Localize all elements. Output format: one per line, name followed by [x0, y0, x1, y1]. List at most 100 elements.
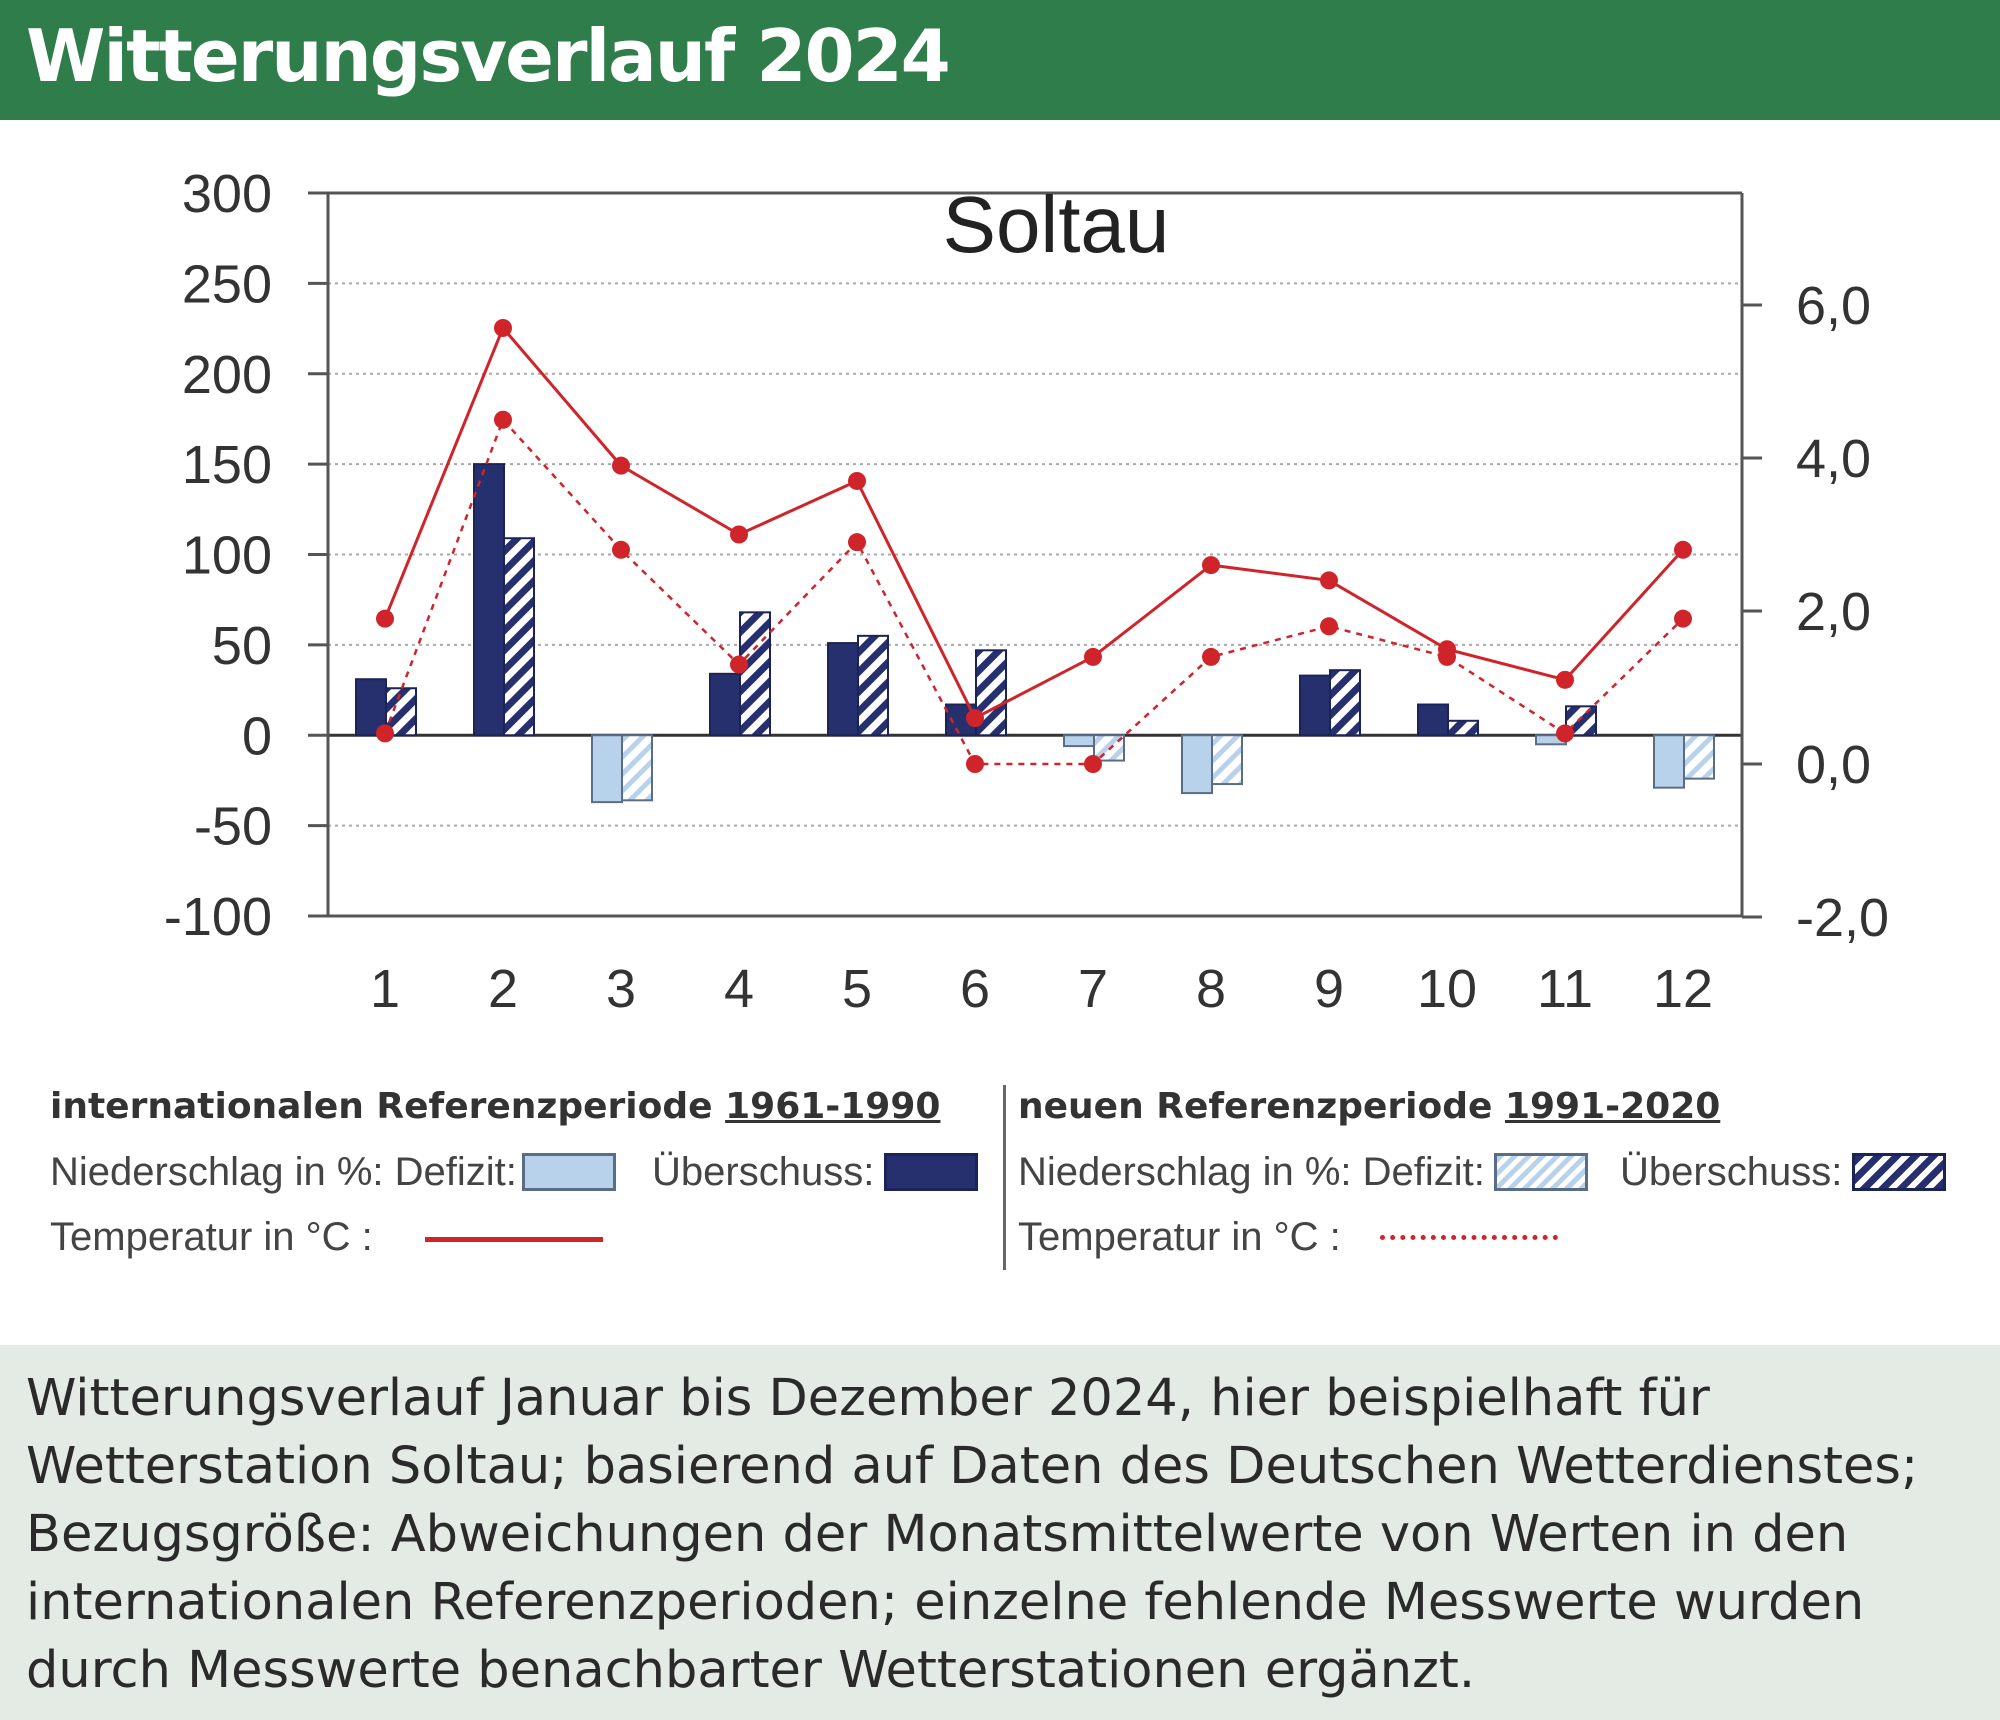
bar-1961-1990	[1299, 674, 1331, 737]
temp-1991-2020-point	[1084, 755, 1102, 773]
temp-1991-2020-point	[1556, 724, 1574, 743]
bar-1991-2020	[503, 537, 535, 737]
chart-axes	[308, 191, 1762, 919]
bar-1961-1990	[355, 678, 387, 737]
temp-1991-2020-point	[848, 533, 866, 552]
swatch-ueberschuss-1961-1990	[884, 1153, 978, 1191]
bar-1991-2020	[385, 687, 417, 737]
temp-1961-1990-point	[730, 525, 748, 544]
legend-precip-label: Niederschlag in %: Defizit:	[50, 1150, 517, 1194]
legend-heading-1991-2020: neuen Referenzperiode 1991-2020	[1018, 1086, 1720, 1127]
legend-temp-label: Temperatur in °C :	[1018, 1215, 1341, 1259]
legend-heading-text: neuen Referenzperiode	[1018, 1086, 1505, 1127]
header-bar: Witterungsverlauf 2024	[0, 0, 2000, 120]
temp-1991-2020-point	[376, 724, 394, 743]
swatch-ueberschuss-1991-2020	[1852, 1153, 1946, 1191]
bar-1961-1990	[473, 463, 505, 737]
temp-1961-1990-point	[848, 471, 866, 490]
y-left-tick-label: 200	[182, 345, 272, 405]
bar-1961-1990	[1063, 734, 1095, 748]
y-left-tick-label: -50	[194, 797, 272, 857]
temp-1991-2020-point	[1320, 617, 1338, 636]
legend-surplus-label: Überschuss:	[1620, 1150, 1843, 1194]
y-right-tick-label: 4,0	[1796, 429, 1871, 489]
bar-1961-1990	[1181, 734, 1213, 795]
x-tick-label: 3	[606, 959, 636, 1019]
legend-period: 1961-1990	[725, 1086, 941, 1127]
temp-1961-1990-point	[1320, 571, 1338, 590]
page-title: Witterungsverlauf 2024	[26, 14, 951, 98]
temp-1991-2020-point	[494, 410, 512, 429]
tick-labels: 300 250 200 150 100 50 0 -50 -100 6,0 4,0 2,0 0,0 -2,…	[164, 164, 1889, 1019]
grid-lines	[328, 282, 1742, 827]
temp-1961-1990-point	[1202, 556, 1220, 575]
temp-1961-1990-line	[383, 325, 1685, 721]
x-tick-label: 8	[1196, 959, 1226, 1019]
swatch-defizit-1991-2020	[1494, 1153, 1588, 1191]
bar-1961-1990	[1653, 734, 1685, 789]
y-left-tick-label: 250	[182, 254, 272, 314]
x-tick-label: 4	[724, 959, 754, 1019]
y-left-tick-label: 150	[182, 435, 272, 495]
temp-1991-2020-point	[612, 540, 630, 559]
temp-1961-1990-point	[376, 609, 394, 628]
y-right-tick-label: -2,0	[1796, 888, 1889, 948]
weather-chart: Soltau 300 250 200 150 100 50 0 -50 -100 6,0 4,0 2,…	[164, 164, 1889, 1019]
bar-1991-2020	[857, 634, 889, 737]
bar-1961-1990	[591, 734, 623, 804]
x-tick-label: 11	[1537, 959, 1593, 1019]
temp-1991-2020-point	[1674, 609, 1692, 628]
temp-1961-1990-point	[1084, 647, 1102, 666]
bar-1991-2020	[975, 649, 1007, 737]
y-left-tick-label: 50	[212, 616, 272, 676]
y-right-tick-label: 0,0	[1796, 735, 1871, 795]
temp-1991-2020-line	[383, 417, 1684, 766]
caption-box: Witterungsverlauf Januar bis Dezember 20…	[0, 1345, 2000, 1720]
bar-1991-2020	[1447, 719, 1479, 737]
y-left-tick-label: -100	[164, 887, 272, 947]
legend-precip-label: Niederschlag in %: Defizit:	[1018, 1150, 1485, 1194]
legend-temp-label: Temperatur in °C :	[50, 1215, 373, 1259]
bar-1991-2020	[1211, 734, 1243, 786]
x-tick-label: 2	[488, 959, 518, 1019]
x-tick-label: 7	[1078, 959, 1108, 1019]
caption-text: Witterungsverlauf Januar bis Dezember 20…	[26, 1369, 1919, 1700]
y-left-tick-label: 300	[182, 164, 272, 224]
x-tick-label: 10	[1417, 959, 1477, 1019]
x-tick-label: 5	[842, 959, 872, 1019]
bar-1991-2020	[621, 734, 653, 802]
legend-heading-1961-1990: internationalen Referenzperiode 1961-199…	[50, 1086, 940, 1127]
legend-heading-text: internationalen Referenzperiode	[50, 1086, 726, 1127]
temp-1961-1990-point	[612, 456, 630, 475]
bar-1961-1990	[709, 672, 741, 737]
temp-1961-1990-point	[966, 709, 984, 728]
bar-1991-2020	[1683, 734, 1715, 780]
temp-1991-2020-point	[966, 755, 984, 773]
legend-divider	[1003, 1085, 1006, 1270]
swatch-defizit-1961-1990	[522, 1153, 616, 1191]
y-right-tick-label: 2,0	[1796, 582, 1871, 642]
legend-line-dotted	[1380, 1235, 1558, 1240]
temp-1961-1990-point	[1674, 540, 1692, 559]
bars	[355, 463, 1715, 804]
temp-1961-1990-point	[1556, 670, 1574, 689]
legend-surplus-label: Überschuss:	[652, 1150, 875, 1194]
x-tick-label: 9	[1314, 959, 1344, 1019]
temperature-lines	[376, 318, 1692, 773]
bar-1991-2020	[739, 611, 771, 737]
y-left-tick-label: 100	[182, 526, 272, 586]
x-tick-label: 1	[370, 959, 400, 1019]
temp-1991-2020-point	[1438, 647, 1456, 666]
y-left-tick-label: 0	[242, 706, 272, 766]
x-tick-label: 12	[1653, 959, 1713, 1019]
temp-1961-1990-point	[494, 318, 512, 337]
x-tick-label: 6	[960, 959, 990, 1019]
legend-period: 1991-2020	[1504, 1086, 1721, 1127]
bar-1961-1990	[827, 642, 859, 737]
bar-1991-2020	[1329, 669, 1361, 737]
y-right-tick-label: 6,0	[1796, 276, 1871, 336]
legend-line-solid	[425, 1237, 603, 1242]
temp-1991-2020-point	[730, 655, 748, 674]
chart-title: Soltau	[943, 180, 1170, 269]
temp-1991-2020-point	[1202, 647, 1220, 666]
